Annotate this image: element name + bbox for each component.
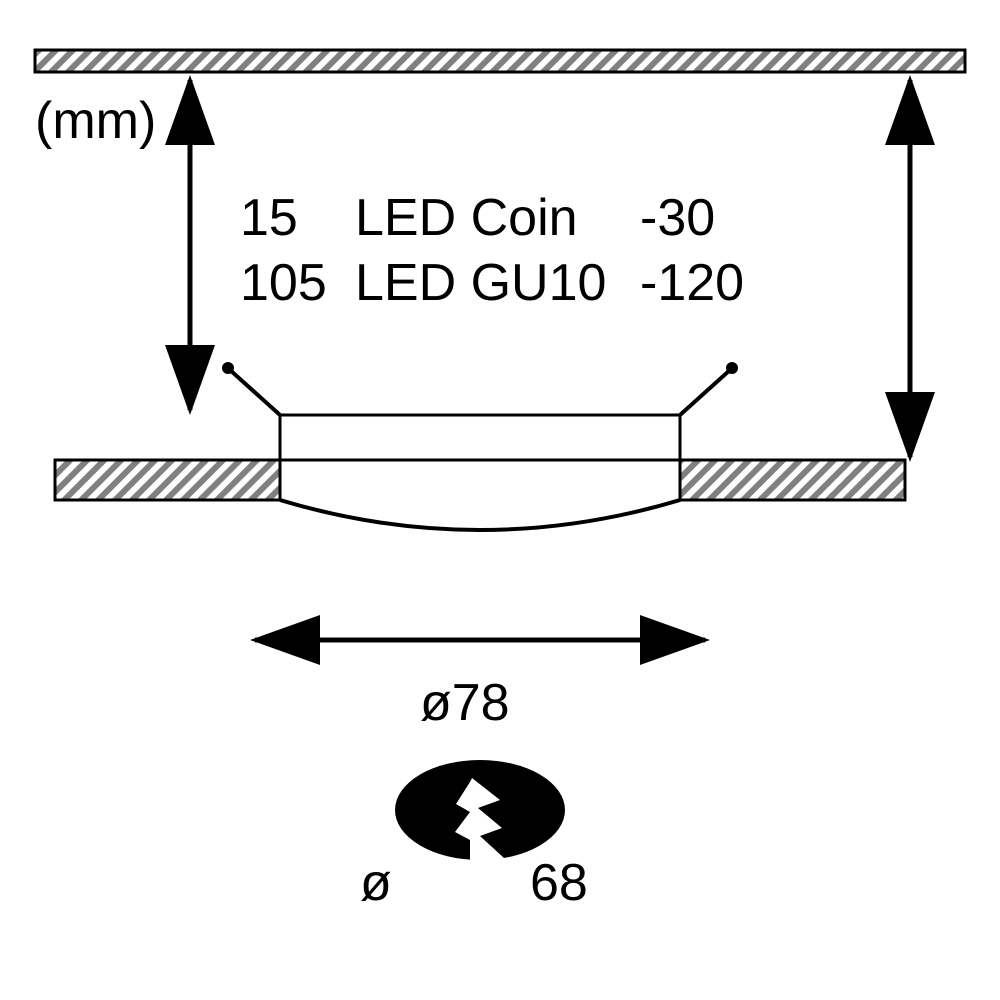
row2-right: -120 (640, 254, 744, 312)
row2-type: LED GU10 (355, 254, 606, 312)
row1-type: LED Coin (355, 189, 578, 247)
width-label: ø78 (420, 674, 510, 732)
width-dimension: ø78 (255, 640, 705, 732)
row1-left: 15 (240, 189, 298, 247)
cutout-icon: ø 68 (360, 760, 588, 912)
cutout-label-value: 68 (530, 854, 588, 912)
fixture-cross-section (55, 362, 905, 530)
ceiling-bar (35, 50, 965, 72)
cutout-label-prefix: ø (360, 854, 392, 912)
unit-label: (mm) (35, 92, 156, 150)
row1-right: -30 (640, 189, 715, 247)
row2-left: 105 (240, 254, 327, 312)
spec-table: 15 LED Coin -30 105 LED GU10 -120 (240, 189, 744, 312)
dimension-diagram: (mm) 15 LED Coin -30 105 LED GU10 -120 (0, 0, 1000, 1000)
